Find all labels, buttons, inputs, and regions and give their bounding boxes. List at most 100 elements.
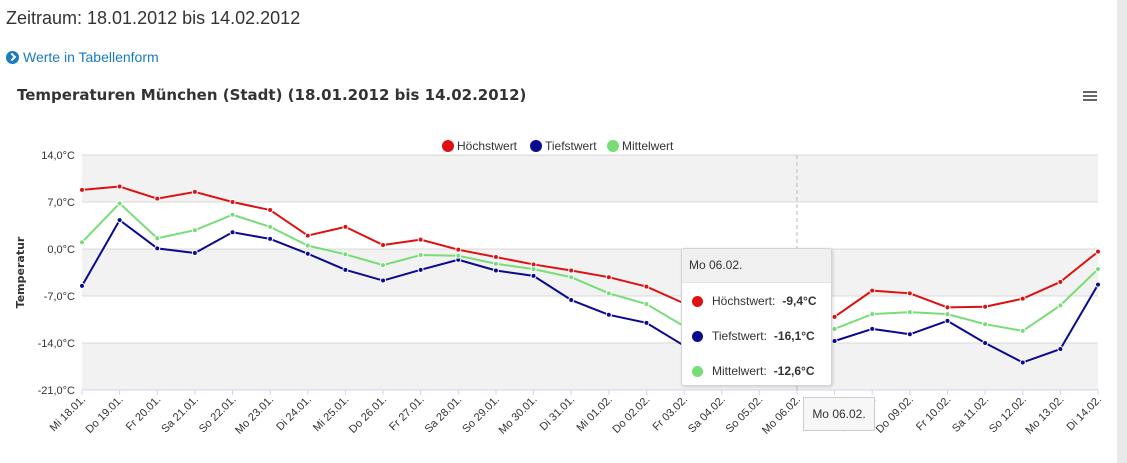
data-point [831, 337, 838, 344]
chart-menu-icon[interactable] [1083, 91, 1097, 102]
tooltip-value: -9,4°C [782, 294, 817, 308]
tooltip-value: -12,6°C [773, 364, 815, 378]
series-line-2 [81, 202, 1099, 351]
legend-marker [442, 140, 454, 152]
x-tick-label: Sa 21.01. [159, 394, 201, 436]
data-point [605, 274, 612, 281]
data-point [267, 207, 274, 214]
y-tick-label: 7,0°C [47, 197, 75, 209]
data-point [1019, 295, 1026, 302]
data-point [191, 188, 198, 195]
data-point [304, 250, 311, 257]
data-point [455, 252, 462, 259]
x-tick-label: So 05.02. [724, 394, 766, 436]
legend-marker [530, 140, 542, 152]
data-point [492, 260, 499, 267]
data-point [1057, 278, 1064, 285]
plot-band [82, 343, 1098, 390]
data-point [342, 251, 349, 258]
data-point [191, 227, 198, 234]
x-tick-label: Di 14.02. [1065, 394, 1105, 434]
x-tick-label: Fr 03.02. [651, 394, 691, 434]
page-scrollbar[interactable] [1117, 0, 1127, 463]
x-tick-label: So 29.01. [460, 394, 502, 436]
data-point [605, 311, 612, 318]
x-tick-label: Do 09.02. [874, 394, 916, 436]
legend-label: Höchstwert [457, 139, 518, 153]
data-point [643, 283, 650, 290]
x-tick-label: Sa 28.01. [423, 394, 465, 436]
y-axis-title: Temperatur [14, 236, 27, 308]
x-tick-label: Mo 23.01. [233, 394, 276, 437]
plot-band [82, 249, 1098, 296]
y-tick-label: 0,0°C [47, 244, 75, 256]
x-tick-label: Di 31.01. [538, 394, 578, 434]
data-point [530, 272, 537, 279]
data-point [342, 266, 349, 273]
y-tick-label: -14,0°C [38, 338, 75, 350]
x-tick-label: So 12.02. [987, 394, 1029, 436]
data-point [116, 183, 123, 190]
x-tick-label: Mi 18.01. [48, 394, 88, 434]
y-tick-label: -21,0°C [38, 385, 75, 397]
data-point [982, 321, 989, 328]
data-point [831, 313, 838, 320]
x-tick-label: Di 24.01. [274, 394, 314, 434]
tooltip-label: Mittelwert: [712, 364, 767, 378]
chart-title: Temperaturen München (Stadt) (18.01.2012… [17, 86, 527, 104]
tooltip-dot-mittelwert [692, 365, 703, 377]
data-point [643, 301, 650, 308]
legend-marker [607, 140, 619, 152]
data-point [267, 235, 274, 242]
data-point [492, 254, 499, 261]
data-point [1019, 359, 1026, 366]
data-point [154, 245, 161, 252]
x-tick-label: Mi 01.02. [574, 394, 614, 434]
data-point [982, 340, 989, 346]
table-view-link-label: Werte in Tabellenform [23, 49, 159, 65]
tooltip-dot-tiefstwert [692, 330, 703, 342]
data-point [380, 277, 387, 284]
tooltip-label: Höchstwert: [712, 294, 776, 308]
data-point [492, 267, 499, 274]
tooltip-label: Tiefstwert: [712, 329, 767, 343]
data-point [530, 266, 537, 273]
tooltip-header: Mo 06.02. [682, 249, 831, 283]
x-tick-label: Sa 04.02. [686, 394, 728, 436]
x-axis-tooltip: Mo 06.02. [803, 397, 875, 431]
data-point [568, 267, 575, 274]
tooltip-row-hoechstwert: Höchstwert: -9,4°C [692, 294, 817, 308]
data-point [944, 311, 951, 318]
x-tick-label: Do 19.01. [84, 394, 126, 436]
x-tick-label: Fr 27.01. [387, 394, 427, 434]
data-point [944, 304, 951, 311]
data-point [304, 242, 311, 249]
x-tick-label: Mo 30.01. [497, 394, 540, 437]
legend-label: Mittelwert [622, 139, 674, 153]
x-tick-label: Sa 11.02. [950, 394, 991, 435]
tooltip-row-tiefstwert: Tiefstwert: -16,1°C [692, 329, 815, 343]
y-tick-label: -7,0°C [44, 291, 75, 303]
data-point [191, 250, 198, 257]
x-tick-label: Mi 25.01. [311, 394, 351, 434]
x-tick-label: Mo 06.02. [760, 394, 803, 437]
data-point [229, 199, 236, 205]
tooltip-value: -16,1°C [773, 329, 815, 343]
series-line-1 [81, 219, 1099, 371]
x-tick-label: So 22.01. [197, 394, 239, 436]
data-point [1057, 346, 1064, 353]
data-tooltip: Mo 06.02. Höchstwert: -9,4°C Tiefstwert:… [681, 248, 832, 386]
plot-band [82, 155, 1098, 202]
data-point [1095, 266, 1101, 273]
data-point [1095, 248, 1101, 255]
data-point [116, 200, 123, 207]
data-point [154, 235, 161, 242]
table-view-link[interactable]: Werte in Tabellenform [6, 49, 159, 65]
data-point [79, 282, 85, 289]
data-point [982, 303, 989, 310]
data-point [116, 217, 123, 224]
data-point [1057, 302, 1064, 309]
tooltip-row-mittelwert: Mittelwert: -12,6°C [692, 364, 815, 378]
data-point [304, 232, 311, 239]
